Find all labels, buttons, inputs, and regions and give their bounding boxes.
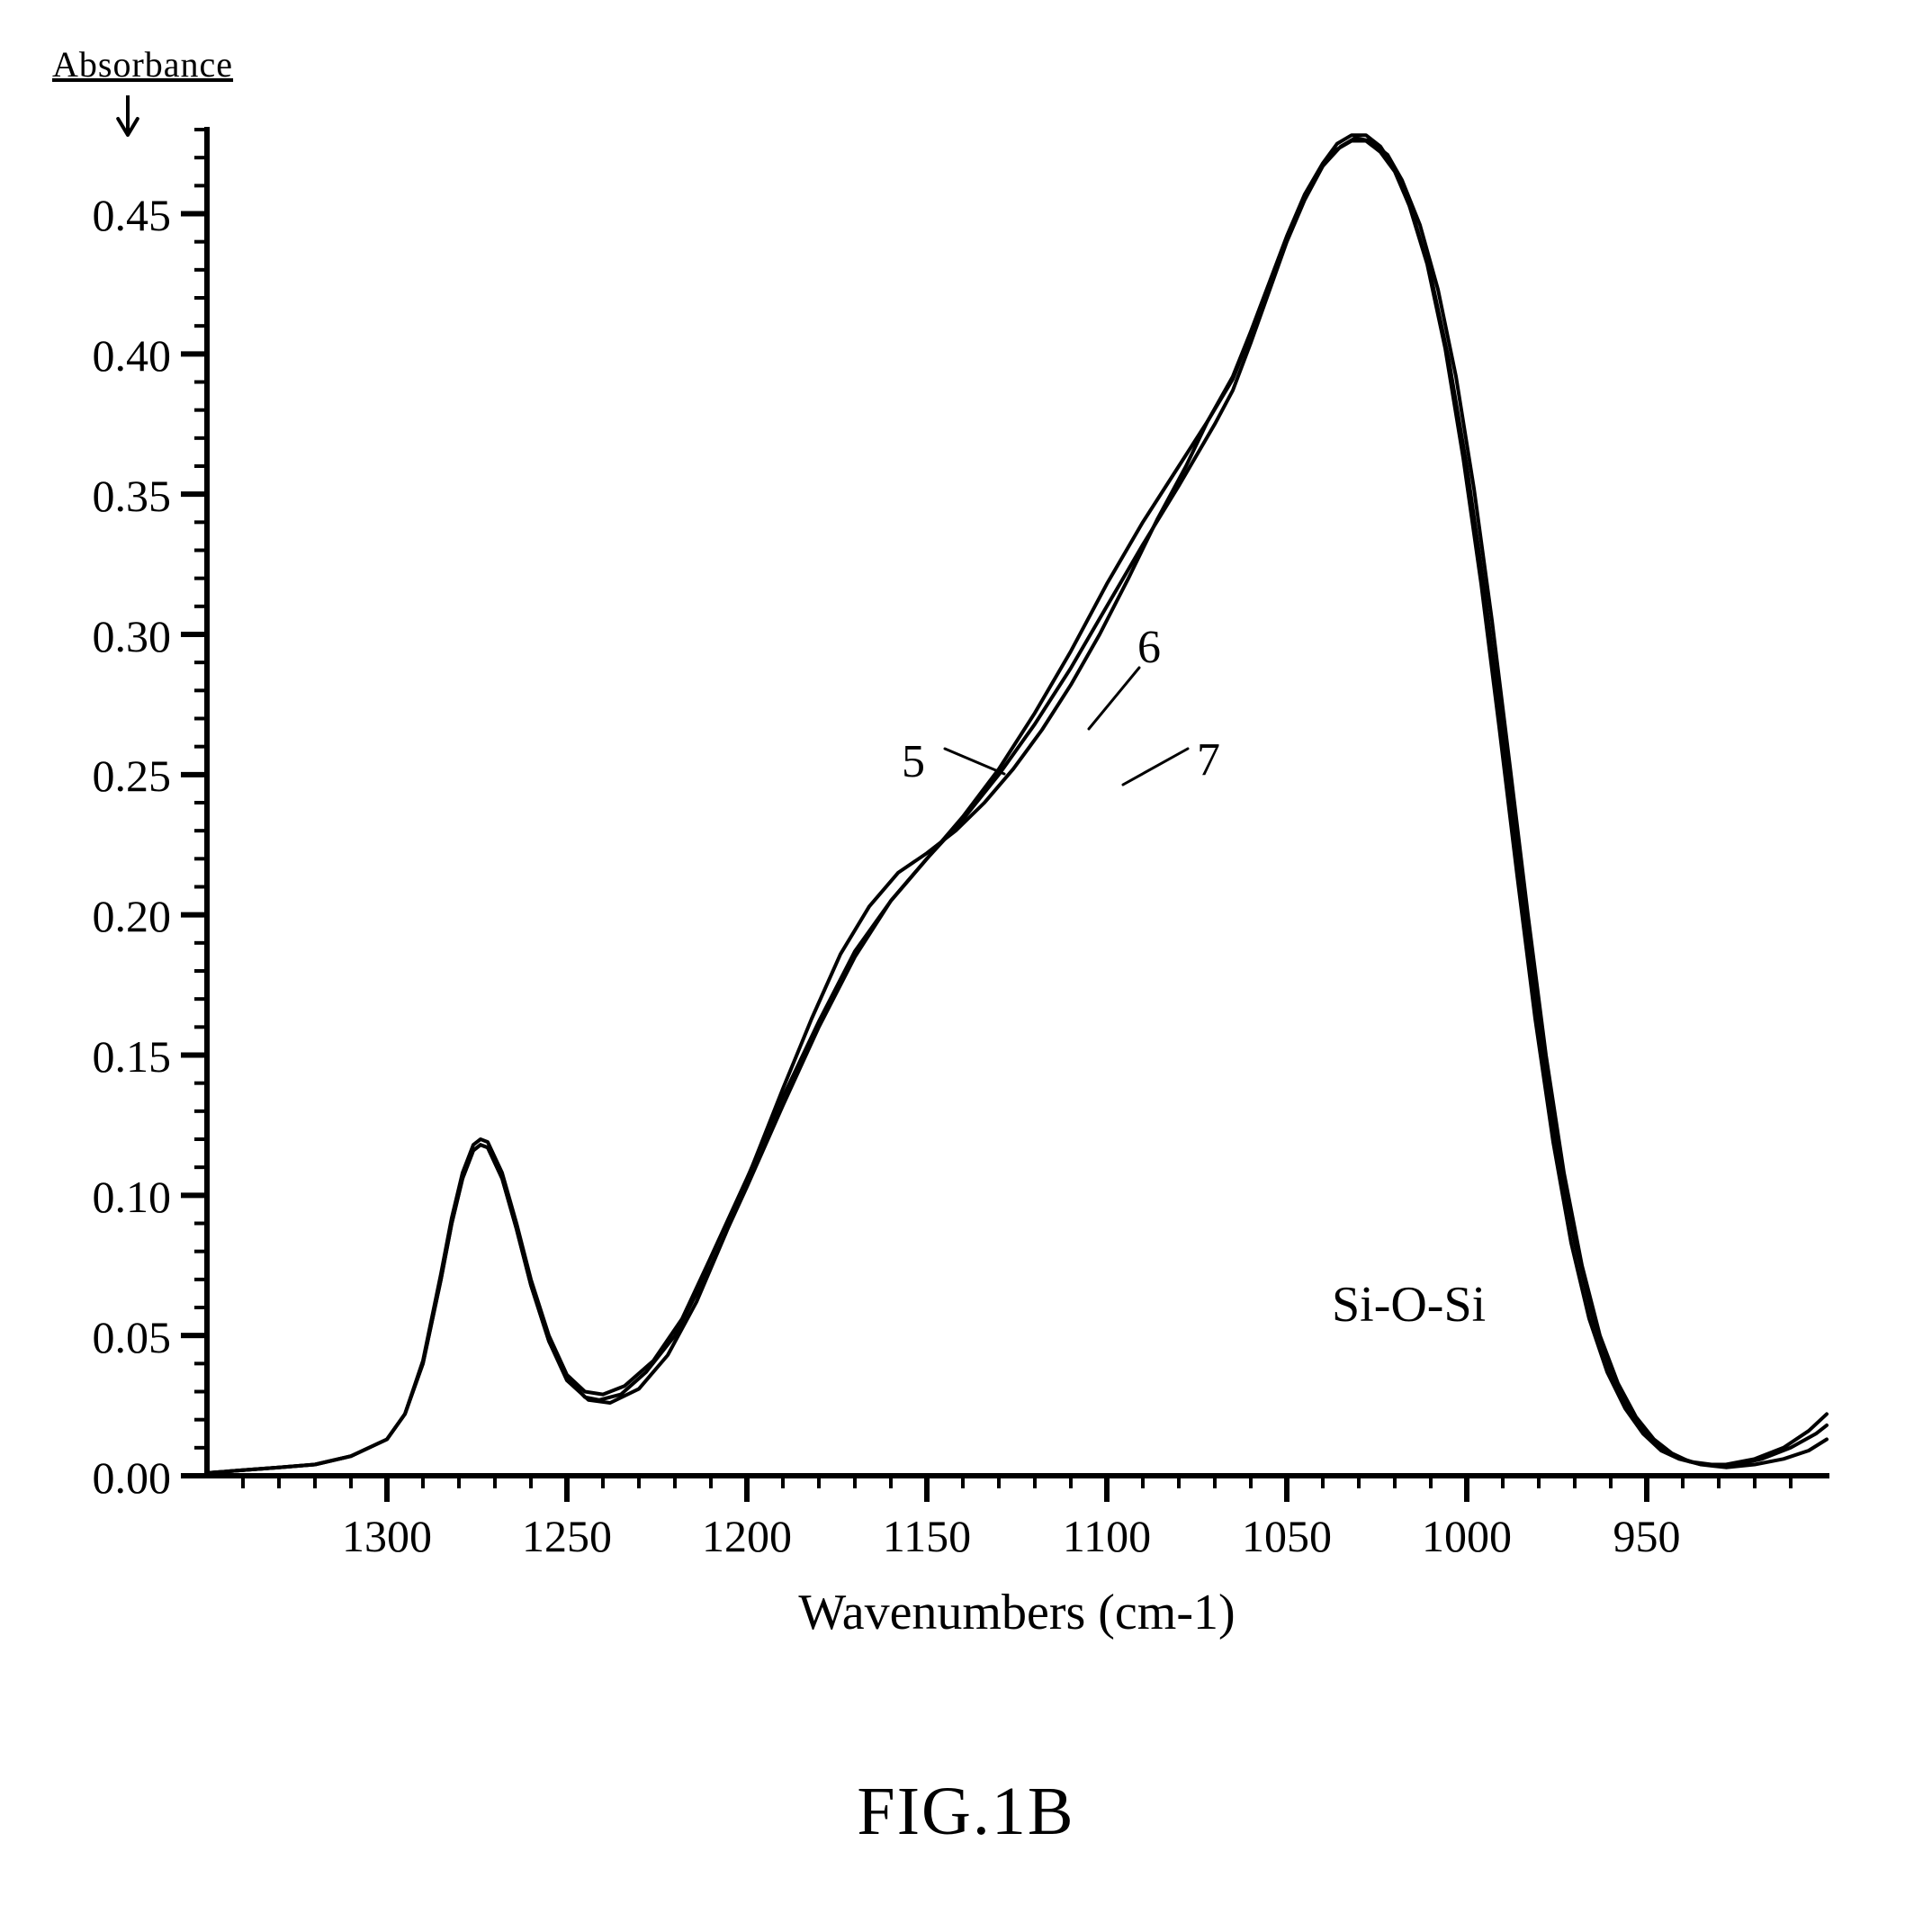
y-tick-label: 0.45 [93,189,172,241]
series-label-7: 7 [1197,733,1220,786]
figure-caption: FIG.1B [813,1773,1119,1851]
x-tick-label: 1050 [1237,1510,1336,1562]
y-tick-label: 0.20 [93,890,172,942]
y-tick-label: 0.15 [93,1030,172,1083]
x-tick-label: 1200 [697,1510,796,1562]
x-tick-label: 1000 [1417,1510,1516,1562]
x-tick-label: 1300 [337,1510,436,1562]
series-label-6: 6 [1137,621,1161,674]
series-label-5: 5 [902,735,925,788]
y-tick-label: 0.35 [93,470,172,522]
x-tick-label: 1250 [517,1510,616,1562]
y-tick-label: 0.40 [93,329,172,382]
y-tick-label: 0.00 [93,1451,172,1504]
y-tick-label: 0.25 [93,750,172,802]
y-tick-label: 0.10 [93,1171,172,1223]
x-tick-label: 1150 [877,1510,976,1562]
y-tick-label: 0.30 [93,610,172,662]
ir-spectrum-chart: Absorbance Wavenumbers (cm-1) FIG.1B 0.0… [0,0,1932,1905]
x-tick-label: 1100 [1057,1510,1156,1562]
annotation: Si-O-Si [1332,1276,1486,1334]
series-6 [207,138,1827,1473]
y-axis-header: Absorbance [52,43,233,85]
x-tick-label: 950 [1597,1510,1696,1562]
x-axis-label: Wavenumbers (cm-1) [738,1584,1296,1641]
y-tick-label: 0.05 [93,1311,172,1363]
